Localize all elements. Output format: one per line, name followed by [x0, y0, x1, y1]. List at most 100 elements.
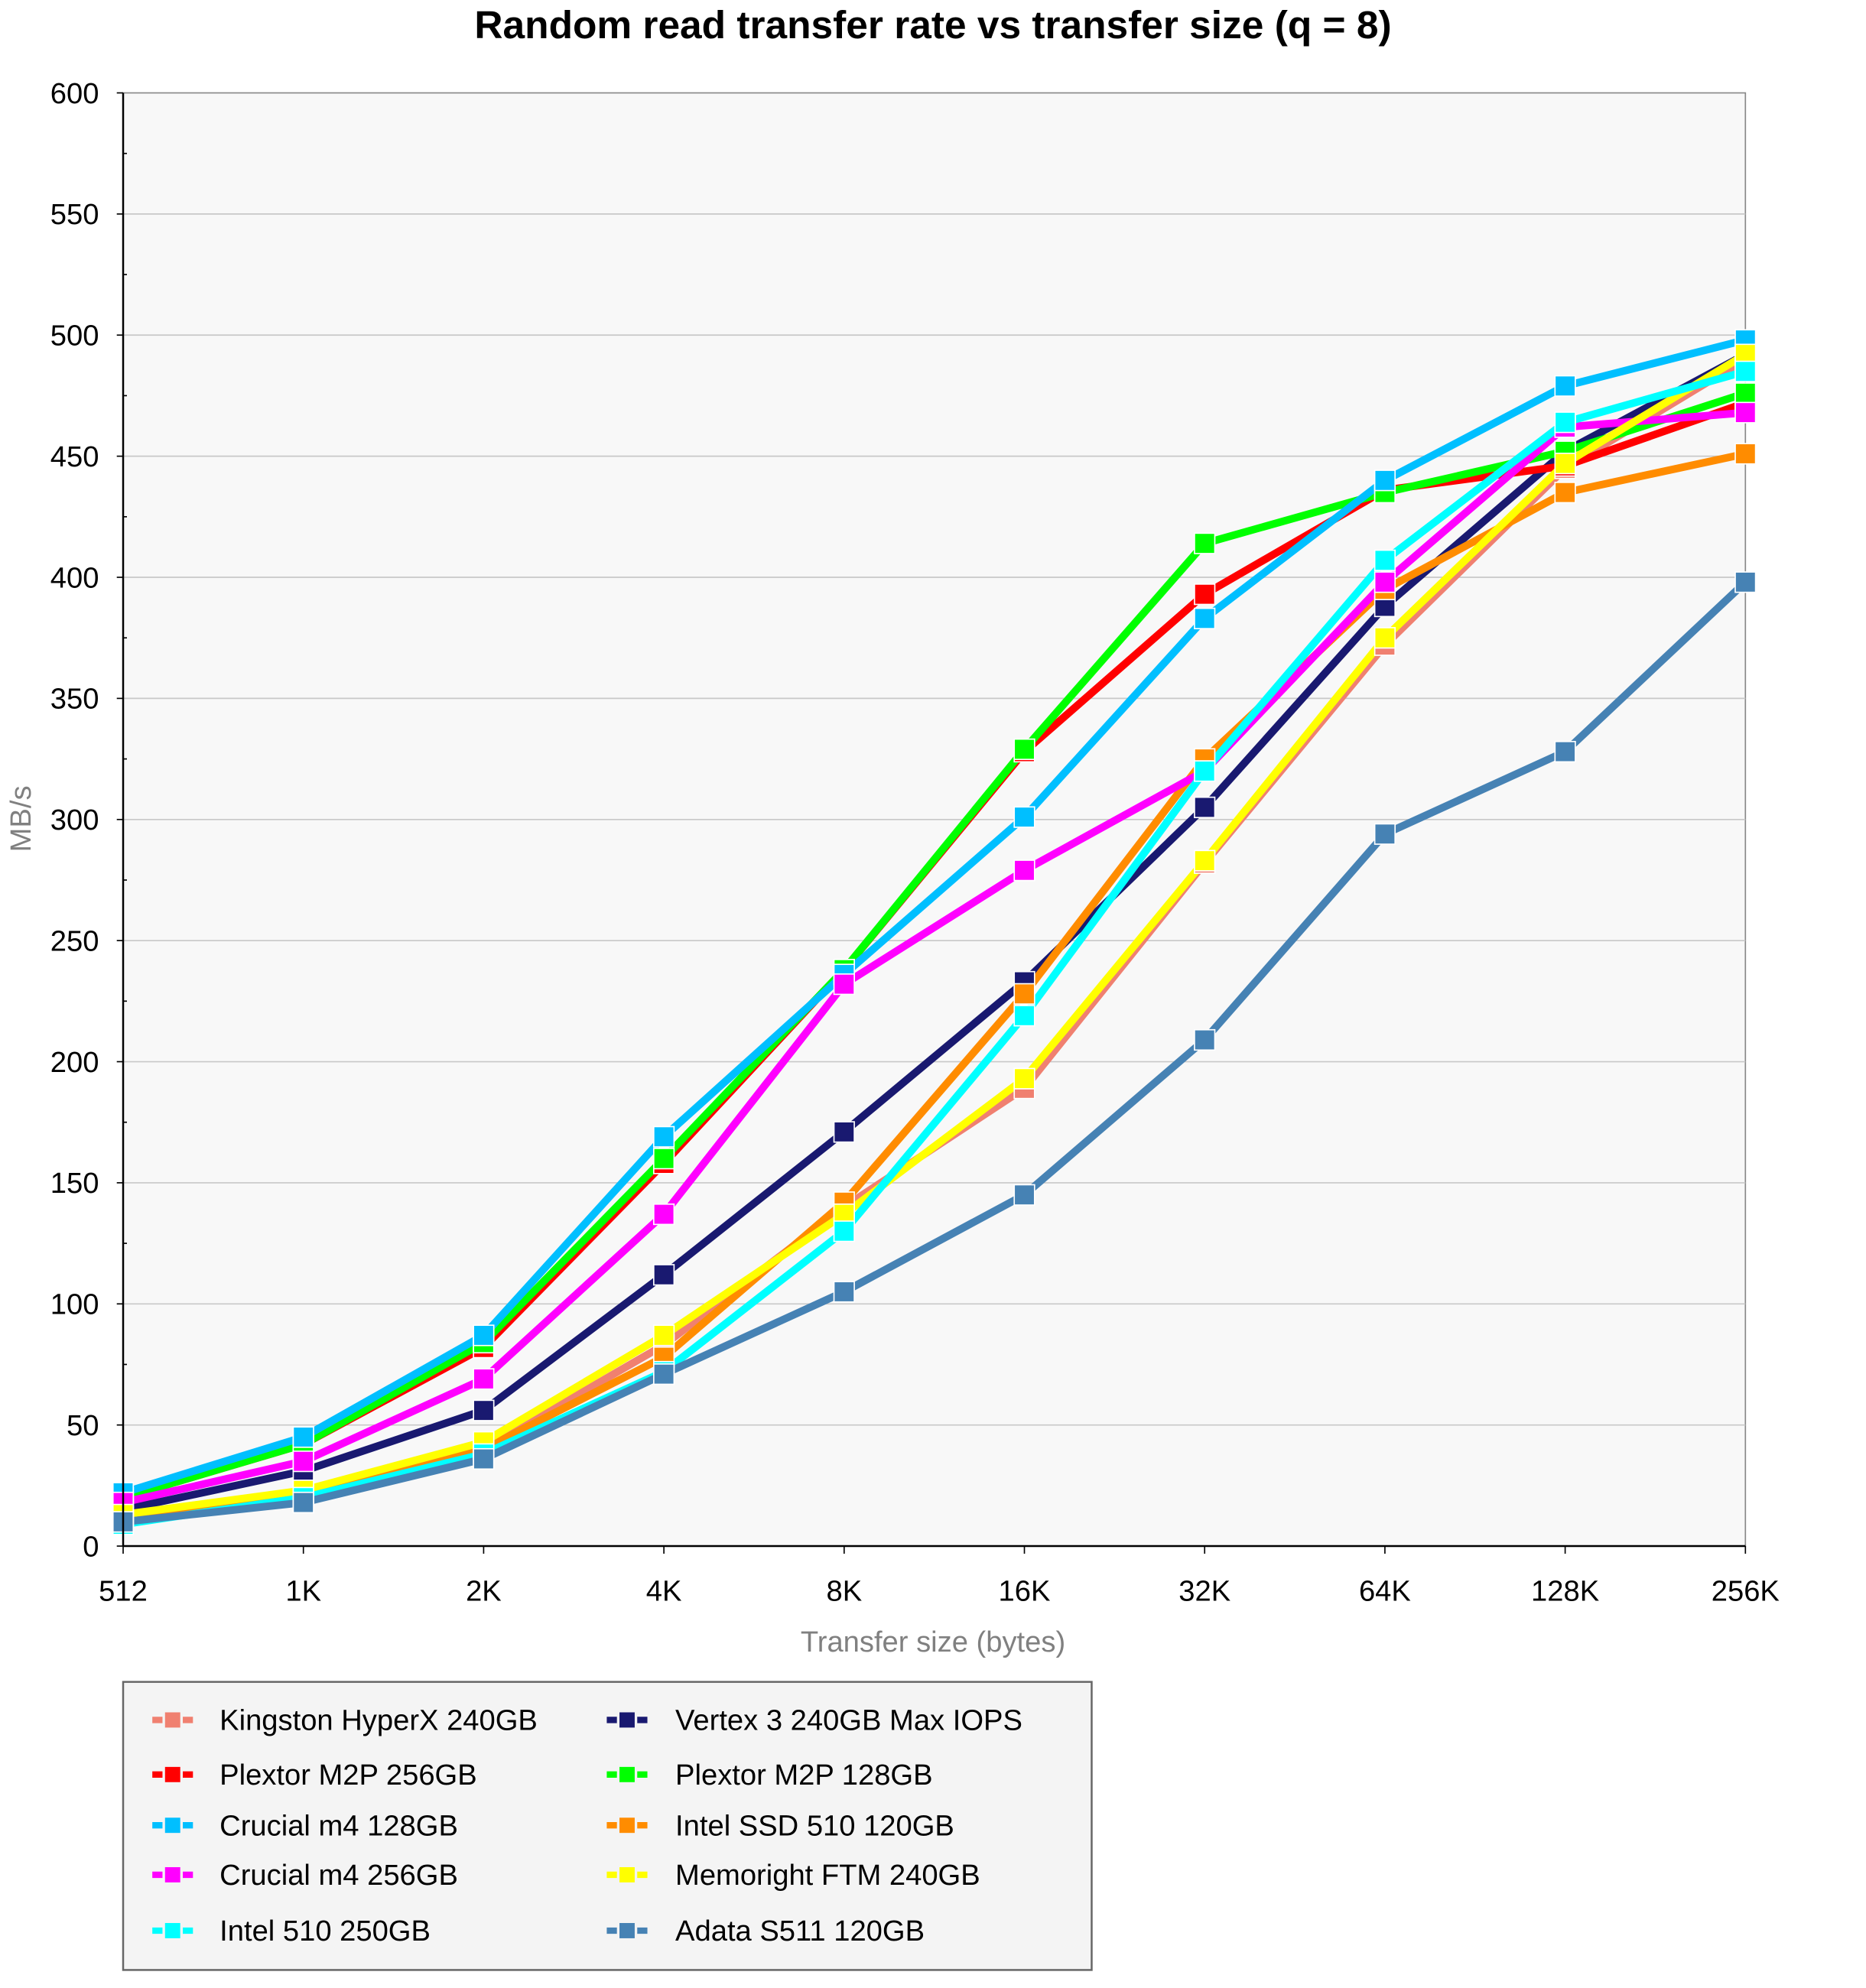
y-tick-label: 350 [50, 683, 99, 716]
x-tick-label: 4K [646, 1574, 682, 1607]
series-plextor-m2p-128gb [122, 389, 1747, 1502]
data-point [1734, 443, 1757, 465]
gridlines [123, 213, 1746, 1426]
data-point [1373, 823, 1396, 845]
data-point [1013, 1005, 1035, 1027]
y-tick-label: 150 [50, 1167, 99, 1200]
legend-label: Plextor M2P 256GB [219, 1759, 477, 1791]
legend-item: Plextor M2P 128GB [606, 1759, 933, 1791]
legend-marker-icon [619, 1766, 635, 1782]
y-tick-label: 250 [50, 924, 99, 957]
legend-item: Memoright FTM 240GB [606, 1859, 980, 1892]
data-point [1194, 1028, 1216, 1051]
y-tick-label: 400 [50, 561, 99, 594]
data-point [1013, 738, 1035, 761]
data-point [1194, 532, 1216, 554]
legend-label: Memoright FTM 240GB [675, 1859, 980, 1892]
x-tick-label: 64K [1359, 1574, 1411, 1607]
legend-marker-icon [164, 1923, 180, 1938]
y-tick-label: 600 [50, 77, 99, 110]
legend-marker-icon [164, 1866, 180, 1882]
data-point [653, 1148, 675, 1170]
y-tick-label: 50 [67, 1409, 99, 1442]
data-point [1194, 607, 1216, 629]
y-axis-label: MB/s [5, 785, 37, 852]
data-point [1734, 360, 1757, 382]
legend-label: Crucial m4 128GB [219, 1809, 458, 1842]
x-tick-label: 256K [1712, 1574, 1780, 1607]
data-point [653, 1264, 675, 1286]
data-point [1373, 571, 1396, 593]
legend-label: Kingston HyperX 240GB [219, 1704, 538, 1737]
legend-marker-icon [619, 1712, 635, 1728]
legend-label: Crucial m4 256GB [219, 1859, 458, 1892]
legend-label: Plextor M2P 128GB [675, 1759, 933, 1791]
x-tick-label: 512 [99, 1574, 148, 1607]
data-point [833, 973, 855, 996]
data-point [833, 1281, 855, 1303]
data-point [1013, 806, 1035, 828]
y-tick-label: 550 [50, 198, 99, 231]
legend-marker-icon [164, 1712, 180, 1728]
data-point [1554, 482, 1576, 504]
series-line [122, 579, 1748, 1526]
legend-marker-icon [164, 1817, 180, 1834]
data-point [1554, 453, 1576, 475]
series-line [122, 336, 1747, 1497]
y-tick-label: 500 [50, 320, 99, 352]
legend-item: Crucial m4 256GB [152, 1859, 458, 1892]
data-point [1013, 859, 1035, 882]
legend-item: Kingston HyperX 240GB [152, 1704, 538, 1737]
data-point [1373, 549, 1396, 571]
data-point [292, 1491, 314, 1514]
x-tick-label: 1K [285, 1574, 321, 1607]
data-point [1194, 796, 1216, 819]
data-point [833, 1121, 855, 1143]
series-crucial-m4-128gb [122, 336, 1747, 1497]
legend-label: Intel SSD 510 120GB [675, 1809, 954, 1842]
x-axis: 512 1K 2K 4K 8K 16K 32K 64K 128K 256K [99, 1546, 1780, 1607]
series-line [122, 389, 1747, 1502]
y-tick-label: 300 [50, 804, 99, 836]
data-point [1734, 401, 1757, 424]
x-tick-label: 2K [466, 1574, 502, 1607]
data-point [653, 1324, 675, 1346]
legend-item: Intel 510 250GB [152, 1915, 431, 1947]
x-axis-label: Transfer size (bytes) [801, 1626, 1065, 1658]
series-crucial-m4-256gb [122, 408, 1746, 1506]
data-point [292, 1426, 314, 1448]
data-point [1373, 469, 1396, 492]
data-point [473, 1324, 495, 1346]
y-tick-label: 0 [83, 1530, 99, 1563]
x-tick-label: 8K [826, 1574, 862, 1607]
legend-marker-icon [619, 1817, 635, 1834]
data-point [1013, 983, 1035, 1005]
legend-item: Intel SSD 510 120GB [606, 1809, 954, 1842]
series-intel-510-250gb [122, 367, 1747, 1528]
series-adata-s511-120gb [122, 579, 1748, 1526]
series-line [122, 351, 1747, 1519]
x-tick-label: 16K [999, 1574, 1051, 1607]
data-point [1013, 1067, 1035, 1090]
legend-item: Plextor M2P 256GB [152, 1759, 477, 1791]
series-line [122, 367, 1747, 1528]
series-memoright-ftm-240gb [122, 351, 1747, 1519]
series-group [112, 329, 1757, 1535]
data-point [473, 1368, 495, 1390]
data-point [653, 1126, 675, 1148]
legend-label: Intel 510 250GB [219, 1915, 431, 1947]
data-point [1194, 760, 1216, 782]
legend-marker-icon [619, 1923, 635, 1938]
legend-items: Kingston HyperX 240GB Vertex 3 240GB Max … [152, 1704, 1022, 1947]
legend-label: Adata S511 120GB [675, 1915, 925, 1947]
series-line [122, 408, 1746, 1506]
data-point [292, 1450, 314, 1473]
data-point [473, 1447, 495, 1470]
data-point [1554, 375, 1576, 397]
y-axis: 0 50 100 150 200 250 300 350 400 450 500 550 600 [50, 77, 127, 1563]
data-point [1554, 740, 1576, 763]
series-line [122, 351, 1747, 1514]
legend-label: Vertex 3 240GB Max IOPS [675, 1704, 1022, 1737]
x-tick-label: 32K [1178, 1574, 1230, 1607]
